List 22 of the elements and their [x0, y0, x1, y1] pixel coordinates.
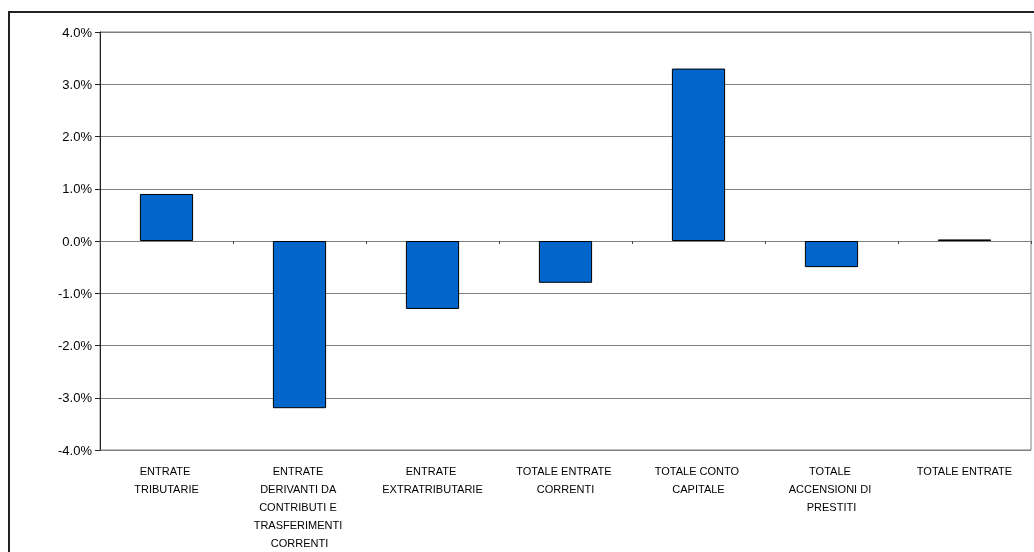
- bar: [538, 241, 593, 283]
- bar: [804, 241, 859, 268]
- x-tick-label: ENTRATE EXTRATRIBUTARIE: [382, 465, 483, 495]
- bar: [139, 193, 194, 241]
- y-tick-label: 3.0%: [62, 76, 93, 92]
- x-tick-label: TOTALE ENTRATE CORRENTI: [516, 465, 615, 495]
- bar: [671, 68, 726, 241]
- x-tick-label: TOTALE ACCENSIONI DI PRESTITI: [788, 465, 875, 513]
- y-tick-label: -2.0%: [58, 338, 93, 353]
- x-tick-label: ENTRATE TRIBUTARIE: [134, 465, 199, 495]
- x-tick-label: TOTALE CONTO CAPITALE: [654, 465, 743, 495]
- y-tick-label: 0.0%: [62, 233, 93, 249]
- bar: [272, 241, 327, 409]
- bar: [405, 241, 460, 309]
- x-tick-label: ENTRATE DERIVANTI DA CONTRIBUTI E TRASFERIMENTI CORRENTI: [253, 465, 346, 549]
- y-tick-label: -3.0%: [58, 390, 93, 406]
- y-tick-label: 1.0%: [62, 181, 93, 197]
- y-tick-label: 4.0%: [62, 24, 93, 40]
- x-tick-label: TOTALE ENTRATE: [916, 465, 1013, 477]
- y-tick-label: -1.0%: [58, 285, 93, 301]
- y-tick-label: -4.0%: [58, 442, 93, 458]
- y-tick-label: 2.0%: [62, 129, 93, 144]
